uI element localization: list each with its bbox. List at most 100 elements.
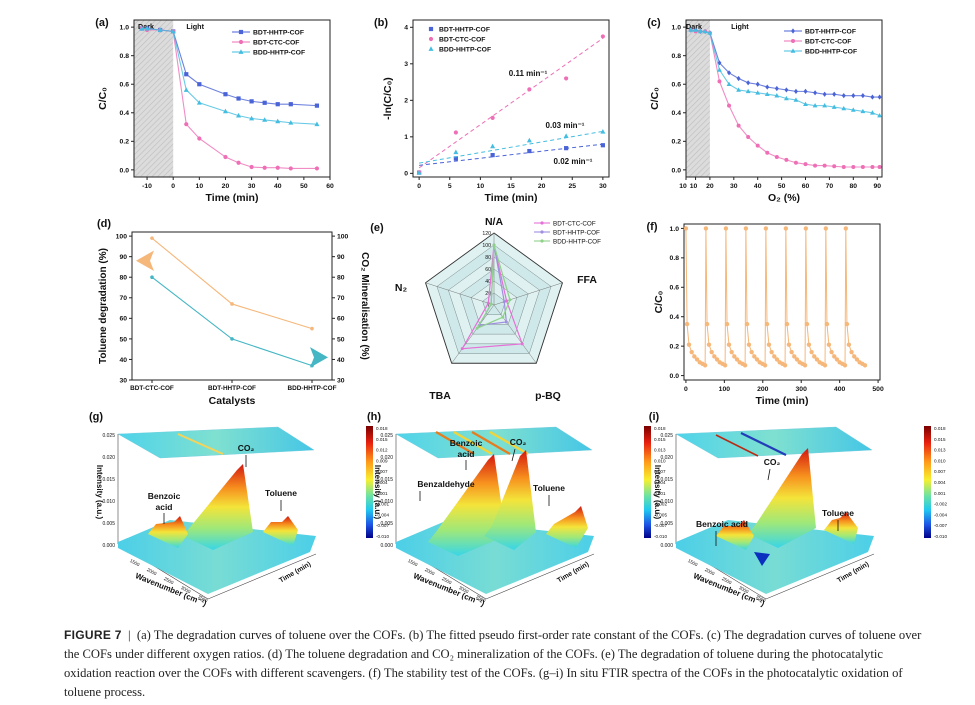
- co2-peak: [748, 448, 816, 548]
- y-tick-label: 0.4: [672, 110, 682, 117]
- data-point: [736, 75, 741, 82]
- annotation-co2: CO₂: [764, 457, 781, 467]
- x-tick-label: 50: [778, 183, 786, 190]
- data-point: [490, 115, 495, 120]
- data-point: [184, 122, 189, 127]
- z-tick-label: 0.020: [102, 455, 115, 461]
- y-tick-label: 1.0: [120, 25, 130, 32]
- data-point: [501, 315, 505, 319]
- x-tick-label: 10: [477, 183, 485, 190]
- legend-marker: [428, 46, 434, 51]
- panel-c: Dark Light 10 10 20 30 40 50 60 70 80 90 0.0 0.2 0.4 0.…: [647, 17, 883, 204]
- x-tick-label: 2000: [424, 567, 436, 576]
- light-label: Light: [731, 22, 749, 31]
- radar-tick-label: 60: [485, 267, 491, 273]
- top-band: [471, 431, 511, 455]
- category-label: BDT-CTC-COF: [130, 385, 174, 392]
- data-point: [288, 102, 293, 107]
- data-point: [689, 349, 694, 355]
- data-point: [688, 27, 694, 32]
- y2-tick-label: 100: [337, 234, 349, 241]
- x-axis-label: Catalysts: [209, 395, 256, 407]
- x-tick-label: 60: [802, 183, 810, 190]
- data-point: [822, 103, 828, 108]
- data-point: [275, 165, 280, 170]
- legend-label: BDT-HHTP-COF: [553, 229, 600, 236]
- data-point: [150, 236, 154, 240]
- data-point: [726, 342, 732, 347]
- colorbar-tick-label: 0.009: [376, 458, 388, 463]
- x-tick-label: 40: [274, 183, 282, 190]
- data-point: [262, 165, 267, 170]
- data-point: [707, 30, 713, 35]
- top-contour-plane: [395, 426, 593, 459]
- x-tick-label: 90: [873, 183, 881, 190]
- z-tick-label: 0.025: [660, 433, 673, 439]
- x-tick-label: 2500: [441, 576, 453, 585]
- x-tick-label: 500: [872, 386, 884, 393]
- z-tick-label: 0.000: [102, 543, 115, 549]
- legend-marker: [238, 39, 244, 45]
- y-tick-label: 70: [119, 295, 127, 302]
- f-frame: [683, 223, 881, 381]
- y2-tick-label: 90: [337, 254, 345, 261]
- data-point: [727, 103, 732, 108]
- y2-tick-label: 70: [337, 295, 345, 302]
- x-tick-label: 10: [196, 183, 204, 190]
- y-tick-label: 0.8: [670, 255, 680, 262]
- caption-separator: |: [128, 628, 131, 642]
- data-point: [150, 275, 154, 280]
- top-band: [715, 434, 759, 457]
- toluene-peak: [263, 516, 298, 546]
- y-tick-label: 2: [404, 98, 408, 105]
- data-point: [852, 354, 857, 359]
- co2-peak: [484, 450, 536, 550]
- y-axis-label: Time (min): [836, 561, 870, 585]
- y-tick-label: 0.8: [120, 53, 130, 60]
- arrow: [767, 468, 771, 481]
- legend-marker: [790, 48, 796, 53]
- data-point: [804, 321, 810, 327]
- annotation-benzoic-acid: Benzoic: [450, 438, 483, 448]
- radar-spoke: [493, 304, 537, 364]
- dark-region: [686, 20, 710, 177]
- data-point: [157, 27, 163, 32]
- radar-series-BDD-HHTP-COF: [475, 244, 511, 330]
- data-point: [729, 349, 734, 355]
- data-point: [712, 354, 717, 359]
- panel-label: (a): [95, 17, 109, 29]
- arrow: [511, 448, 516, 462]
- data-point: [706, 342, 712, 347]
- data-point: [702, 28, 708, 34]
- data-point: [236, 160, 241, 165]
- x-axis-label: Time (min): [206, 192, 259, 204]
- data-point: [783, 226, 789, 231]
- colorbar-tick-label: 0.004: [934, 480, 946, 485]
- data-point: [813, 90, 818, 96]
- y-axis-line: [765, 553, 875, 600]
- legend-label: BDT-HHTP-COF: [439, 27, 490, 34]
- acid-peak: [428, 454, 506, 556]
- x-tick-label: 2500: [163, 576, 175, 585]
- y-tick-label: 60: [119, 316, 127, 323]
- data-point: [812, 103, 818, 108]
- data-point: [831, 104, 837, 109]
- y-tick-label: 0: [404, 171, 408, 178]
- annotation-benzoic-acid-2: acid: [457, 449, 474, 459]
- data-point: [814, 357, 820, 362]
- data-point: [262, 100, 267, 105]
- x-tick-label: -10: [142, 183, 152, 190]
- toluene-peak: [546, 506, 588, 548]
- x-tick-label: 3000: [738, 585, 750, 594]
- legend-marker: [238, 49, 244, 54]
- data-point: [754, 357, 760, 362]
- z-tick-label: 0.025: [380, 433, 393, 439]
- y-axis-label: C/C₀: [97, 87, 109, 110]
- data-point: [843, 226, 848, 231]
- y-axis-label: Toluene degradation (%): [98, 248, 109, 364]
- data-point: [870, 94, 875, 100]
- data-point: [745, 88, 751, 94]
- data-point: [803, 226, 809, 231]
- y-axis-label: Time (min): [556, 561, 590, 585]
- y-tick-label: 0.0: [670, 373, 680, 380]
